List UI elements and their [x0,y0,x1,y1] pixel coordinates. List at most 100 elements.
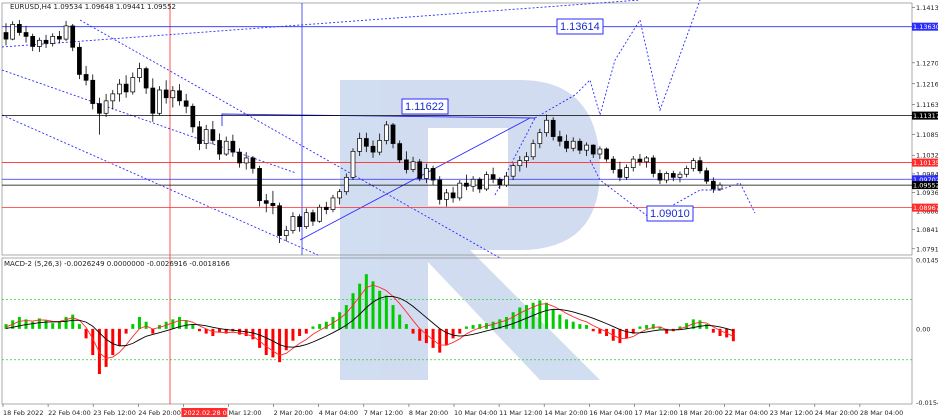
candle-body [617,169,623,178]
candle-body [564,140,569,149]
macd-lines [5,284,734,359]
level-flag-label: 1.13630 [913,23,938,31]
candle-body [130,77,136,93]
candle-body [677,173,683,178]
candle-body [524,156,529,161]
candle-body [430,168,436,181]
price-panel-frame [1,2,913,256]
candle-body [103,100,109,114]
level-flag-label: 1.09552 [913,182,938,190]
candle-body [257,168,262,201]
candle-body [637,158,643,163]
candle-body [670,173,676,178]
candle-body [310,212,316,222]
candle-body [624,167,629,178]
callout-2: 1.11622 [401,98,449,115]
time-tick-label: Mar 12:00 [229,409,262,417]
candle-body [404,159,409,170]
level-flag [912,111,938,120]
level-flag-label: 1.08967 [913,204,938,212]
candle-body [137,68,142,78]
candlestick-series [3,20,723,243]
candle-body [357,138,363,152]
time-tick-label: 17 Mar 12:00 [634,409,677,417]
candle-body [610,158,616,170]
trend-line [1,0,641,48]
candle-body [110,93,116,102]
forecast-path [534,0,756,219]
candle-body [604,148,609,160]
candle-body [450,192,456,199]
candle-body [397,143,403,161]
candle-body [63,25,69,40]
horizontal-levels [2,26,912,209]
candle-body [37,39,42,47]
candle-body [363,138,369,147]
candle-body [437,179,443,200]
candle-body [704,170,710,182]
candle-body [470,178,476,187]
callout-3: 1.09010 [646,205,694,222]
symbol-info: EURUSD,H4 1.09534 1.09648 1.09441 1.0955… [10,3,176,11]
price-tick-label: 1.12700 [916,59,938,67]
candle-body [504,175,509,186]
candle-body [210,129,216,141]
candle-body [477,178,483,190]
candle-body [537,132,543,144]
candle-body [10,24,16,40]
level-flag [912,181,938,190]
macd-tick-label: 0.0145083 [916,256,938,264]
time-tick-label: 10 Mar 04:00 [454,409,497,417]
candle-body [497,178,503,186]
candle-body [3,32,9,40]
candle-body [170,90,176,99]
macd-panel-frame [1,257,913,405]
candle-body [123,83,129,93]
candle-body [250,157,256,169]
candle-body [230,140,236,153]
time-tick-label: 2022.02.28 08:00 [183,409,241,417]
watermark-logo [340,80,600,380]
candle-body [484,174,489,190]
time-tick-label: 11 Mar 12:00 [499,409,542,417]
level-flag-label: 1.09702 [913,176,938,184]
candle-body [277,205,282,236]
candle-body [570,140,576,149]
panel-frame [1,2,913,405]
price-tick-label: 1.08410 [916,226,938,234]
time-tick-label: 14 Mar 20:00 [544,409,587,417]
candle-body [177,90,182,102]
candle-body [190,105,196,128]
candle-body [517,160,523,167]
time-tick-label: 23 Feb 12:00 [93,409,136,417]
candle-body [377,140,383,153]
candle-body [664,173,669,181]
candle-body [243,157,249,164]
macd-axis: 0.0145083 0.00 -0.015482 [916,256,938,407]
candle-body [57,36,62,40]
candle-body [384,124,389,141]
candle-body [557,136,563,142]
candle-body [710,180,716,190]
time-tick-label: 24 Mar 20:00 [815,409,858,417]
macd-signal-line [5,295,734,348]
level-flag-label: 1.11317 [913,112,938,120]
candle-body [690,160,696,169]
level-flag [912,203,938,212]
candle-body [97,103,102,114]
price-tick-label: 1.10320 [916,152,938,160]
candle-body [464,182,469,187]
candle-body [16,24,22,33]
candle-body [217,140,222,155]
time-tick-label: 4 Mar 04:00 [319,409,358,417]
time-tick-label: 24 Feb 20:00 [138,409,181,417]
candle-body [350,150,356,178]
candle-body [584,144,589,151]
candle-body [297,216,302,228]
candle-body [163,89,169,99]
candle-body [657,173,663,181]
time-cursor-flag [181,408,228,417]
level-flag [912,158,938,167]
macd-tick-label: 0.00 [916,325,930,333]
